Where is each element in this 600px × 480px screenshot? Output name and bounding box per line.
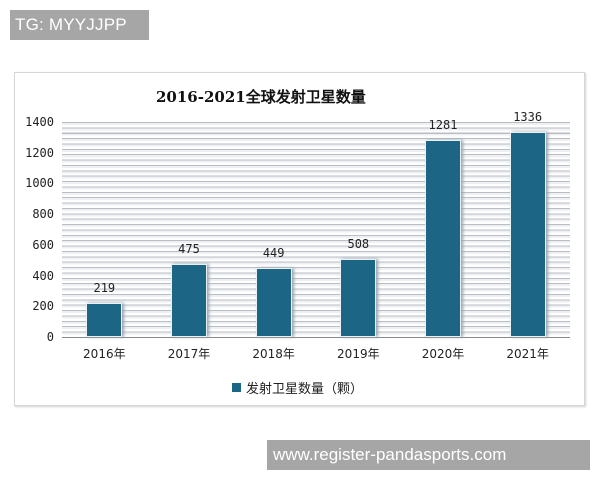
y-tick-label: 1000 bbox=[25, 176, 54, 191]
watermark-top: TG: MYYJJPP bbox=[10, 10, 149, 40]
bar bbox=[255, 268, 292, 337]
x-tick-label: 2019年 bbox=[337, 347, 380, 361]
data-label: 475 bbox=[178, 242, 200, 257]
y-tick-label: 800 bbox=[32, 207, 54, 222]
y-tick-label: 1400 bbox=[25, 115, 54, 129]
bar bbox=[425, 140, 461, 337]
bar bbox=[340, 258, 377, 337]
y-tick-label: 600 bbox=[32, 237, 54, 252]
y-tick-label: 1200 bbox=[25, 145, 54, 160]
data-label: 1336 bbox=[513, 109, 543, 124]
data-label: 219 bbox=[93, 281, 116, 296]
y-tick-label: 0 bbox=[46, 330, 54, 344]
plot-area bbox=[62, 122, 570, 337]
watermark-bottom: www.register-pandasports.com bbox=[267, 440, 590, 470]
bar bbox=[171, 264, 207, 337]
data-label: 449 bbox=[262, 246, 285, 261]
bar bbox=[509, 131, 546, 337]
x-tick-label: 2020年 bbox=[421, 347, 465, 361]
bar bbox=[86, 303, 123, 337]
chart-title: 2016-2021全球发射卫星数量 bbox=[156, 88, 366, 106]
x-tick-label: 2017年 bbox=[167, 347, 211, 361]
legend-label: 发射卫星数量（颗） bbox=[246, 382, 364, 397]
legend: 发射卫星数量（颗） bbox=[232, 378, 363, 397]
data-label: 508 bbox=[347, 236, 370, 251]
y-tick-label: 200 bbox=[32, 299, 54, 314]
x-tick-label: 2016年 bbox=[83, 347, 126, 361]
x-axis-line bbox=[62, 337, 570, 338]
data-label: 1281 bbox=[428, 118, 458, 133]
x-tick-label: 2018年 bbox=[252, 347, 295, 361]
x-tick-label: 2021年 bbox=[506, 347, 549, 361]
y-tick-label: 400 bbox=[32, 268, 54, 283]
legend-swatch bbox=[232, 383, 241, 392]
